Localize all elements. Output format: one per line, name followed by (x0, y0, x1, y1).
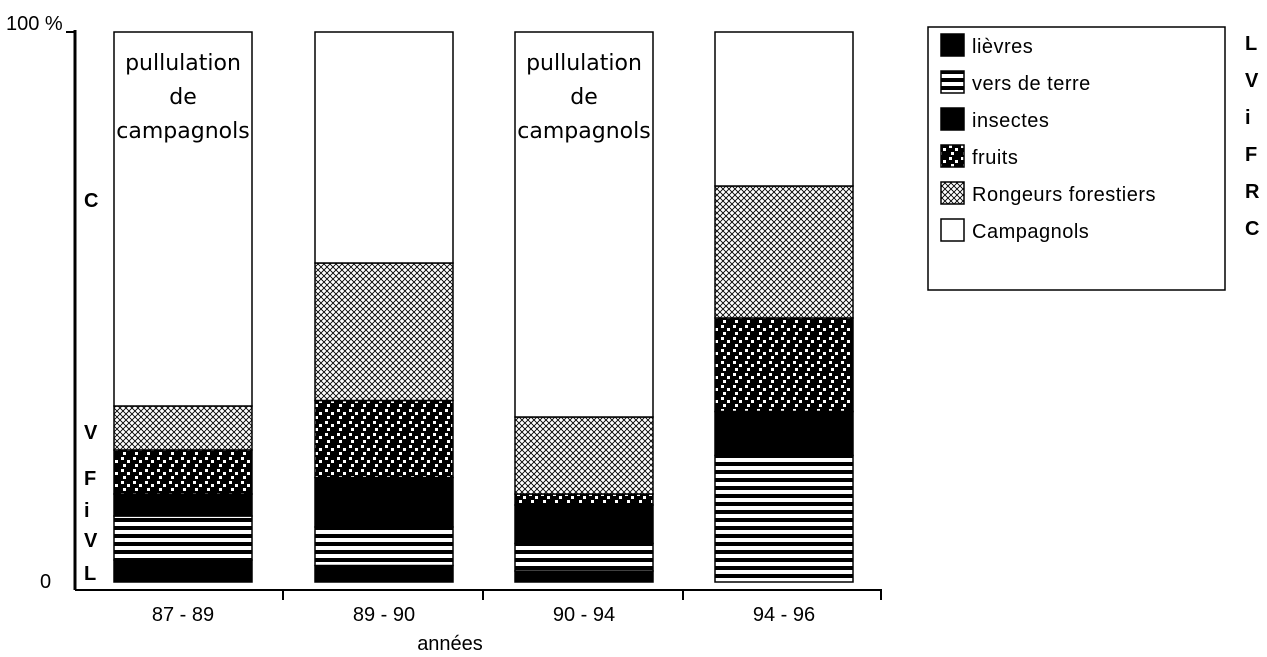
annotation-line: campagnols (517, 119, 650, 144)
legend-label: insectes (972, 110, 1049, 132)
legend-swatch-i (940, 107, 965, 131)
bar-segment-f-1 (314, 399, 454, 479)
axis-letter: F (84, 468, 96, 490)
legend-swatch-c (940, 218, 965, 242)
x-axis-title: années (417, 633, 483, 655)
legend-label: Campagnols (972, 221, 1089, 243)
axis-letter: L (84, 563, 96, 585)
legend-letter: C (1245, 218, 1259, 240)
legend-letter: V (1245, 70, 1259, 92)
bar-segment-v-3 (714, 454, 854, 583)
annotation-line: de (169, 85, 197, 110)
bar-segment-c-1 (314, 31, 454, 264)
x-tick-labels: 87 - 89 89 - 90 90 - 94 94 - 96 (152, 604, 815, 626)
legend-label: Rongeurs forestiers (972, 184, 1156, 206)
annotation-line: de (570, 85, 598, 110)
bar-segment-v-2 (514, 542, 654, 572)
bar-segment-v-0 (113, 515, 253, 561)
annotation-line: campagnols (116, 119, 249, 144)
legend-label: lièvres (972, 36, 1033, 58)
bar-segment-r-0 (113, 405, 253, 451)
bar-segment-f-0 (113, 449, 253, 495)
bar-segment-v-1 (314, 526, 454, 567)
x-tick-label: 87 - 89 (152, 604, 214, 626)
legend-letter: F (1245, 144, 1257, 166)
y-tick-label-max: 100 % (6, 13, 63, 35)
legend-swatch-l (940, 33, 965, 57)
legend-swatch-r (940, 181, 965, 205)
bar-segment-i-1 (314, 476, 454, 528)
legend-box (927, 26, 1226, 291)
x-tick-label: 90 - 94 (553, 604, 615, 626)
bar-segment-c-2 (514, 31, 654, 418)
bar-segment-c-0 (113, 31, 253, 407)
bar-segment-r-2 (514, 416, 654, 495)
legend-label: fruits (972, 147, 1018, 169)
legend-letter: L (1245, 33, 1257, 55)
x-tick-label: 89 - 90 (353, 604, 415, 626)
bar-segment-i-2 (514, 504, 654, 545)
bar-segment-c-3 (714, 31, 854, 187)
annotation-line: pullulation (526, 51, 642, 76)
legend-swatch-v (940, 70, 965, 94)
y-tick-label-min: 0 (40, 571, 51, 593)
legend: lièvres vers de terre insectes fruits Rongeu… (927, 26, 1226, 291)
bar-segment-r-1 (314, 262, 454, 402)
legend-label: vers de terre (972, 73, 1091, 95)
legend-swatch-f (940, 144, 965, 168)
axis-letter: V (84, 530, 98, 552)
legend-letter: R (1245, 181, 1260, 203)
bar-segment-r-3 (714, 185, 854, 319)
bar-segment-l-2 (514, 570, 654, 583)
bar-segment-l-1 (314, 564, 454, 583)
legend-letter: i (1245, 107, 1251, 129)
x-tick-label: 94 - 96 (753, 604, 815, 626)
annotation-line: pullulation (125, 51, 241, 76)
axis-letter: V (84, 422, 98, 444)
bar-segment-f-3 (714, 317, 854, 413)
bars-layer (113, 31, 854, 583)
bar-segment-l-0 (113, 559, 253, 583)
axis-letter: i (84, 500, 90, 522)
bar-segment-i-0 (113, 493, 253, 517)
axis-letter: C (84, 190, 98, 212)
annotations-layer: pullulation de campagnols pullulation de camp… (116, 51, 650, 144)
bar-segment-i-3 (714, 410, 854, 457)
bar-segment-f-2 (514, 493, 654, 506)
axes: 100 % 0 années (6, 13, 882, 655)
